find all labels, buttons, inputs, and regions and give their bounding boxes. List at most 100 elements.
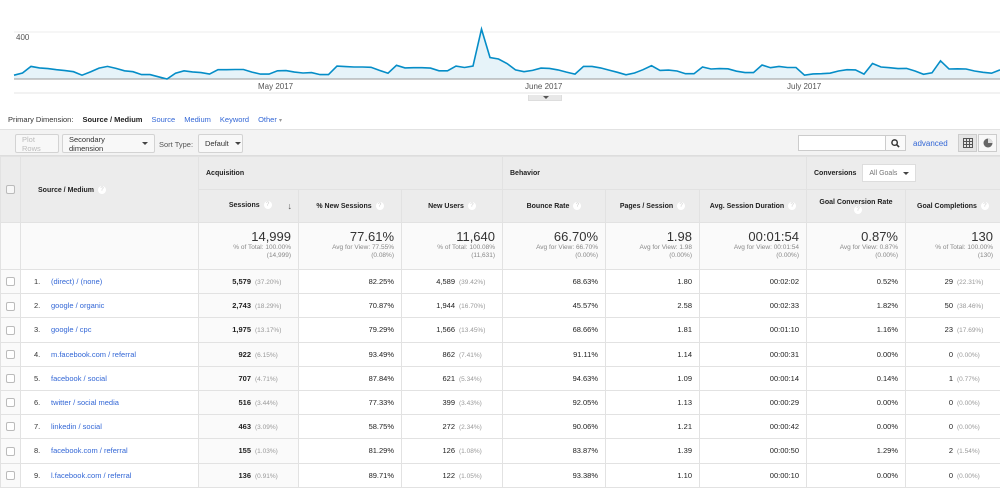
search-icon: [891, 139, 900, 148]
new-users-header-label: New Users: [428, 203, 464, 210]
select-all-checkbox[interactable]: [6, 185, 15, 194]
source-medium-link[interactable]: facebook / social: [51, 374, 107, 383]
new-sessions-value: 79.29%: [369, 325, 394, 334]
avg-session-duration-cell: 00:00:31: [700, 342, 807, 366]
source-medium-link[interactable]: google / cpc: [51, 325, 91, 334]
source-medium-cell: 9.l.facebook.com / referral: [21, 463, 199, 487]
goal-conversion-rate-cell: 0.00%: [807, 390, 906, 414]
avg-session-duration-cell: 00:02:02: [700, 270, 807, 294]
new-users-value: 621: [442, 374, 455, 383]
source-medium-link[interactable]: (direct) / (none): [51, 277, 102, 286]
source-medium-cell: 4.m.facebook.com / referral: [21, 342, 199, 366]
goal-completions-percent: (38.46%): [957, 303, 993, 310]
pages-session-value: 1.14: [677, 350, 692, 359]
plot-rows-button[interactable]: Plot Rows: [15, 134, 59, 153]
totals-checkbox-cell: [1, 223, 21, 270]
help-icon[interactable]: ?: [788, 202, 796, 210]
sort-descending-icon[interactable]: ↓: [288, 201, 293, 211]
new-sessions-cell: 79.29%: [299, 318, 402, 342]
row-checkbox-cell: [1, 415, 21, 439]
new-users-cell: 122(1.05%): [402, 463, 503, 487]
source-medium-link[interactable]: facebook.com / referral: [51, 446, 128, 455]
row-checkbox-cell: [1, 390, 21, 414]
avg-session-duration-cell: 00:00:29: [700, 390, 807, 414]
dimension-keyword-link[interactable]: Keyword: [220, 115, 249, 124]
pages-session-value: 1.39: [677, 446, 692, 455]
new-sessions-cell: 77.33%: [299, 390, 402, 414]
goal-completions-percent: (0.00%): [957, 352, 993, 359]
avg-session-duration-cell: 00:00:14: [700, 366, 807, 390]
report-table: Source / Medium? Acquisition Behavior Co…: [0, 156, 1000, 488]
primary-dimension-bar: Primary Dimension: Source / Medium Sourc…: [8, 115, 282, 124]
row-checkbox[interactable]: [6, 447, 15, 456]
dimension-other-dropdown[interactable]: Other ▾: [258, 115, 282, 124]
row-checkbox[interactable]: [6, 422, 15, 431]
row-index: 6.: [34, 398, 51, 407]
help-icon[interactable]: ?: [468, 202, 476, 210]
source-medium-link[interactable]: m.facebook.com / referral: [51, 350, 136, 359]
pie-view-button[interactable]: [978, 134, 997, 152]
goal-completions-header[interactable]: Goal Completions?: [906, 190, 1000, 223]
total-sessions: 14,999% of Total: 100.00%(14,999): [199, 223, 299, 270]
secondary-dimension-dropdown[interactable]: Secondary dimension: [62, 134, 155, 153]
sessions-header[interactable]: Sessions?↓: [199, 190, 299, 223]
goal-completions-percent: (0.77%): [957, 376, 993, 383]
goal-completions-value: 50: [945, 301, 953, 310]
search-button[interactable]: [886, 135, 906, 151]
behavior-group-header: Behavior: [503, 157, 807, 190]
new-users-cell: 126(1.08%): [402, 439, 503, 463]
source-medium-link[interactable]: twitter / social media: [51, 398, 119, 407]
sessions-value: 136: [238, 471, 251, 480]
table-view-button[interactable]: [958, 134, 977, 152]
new-sessions-cell: 89.71%: [299, 463, 402, 487]
chart-collapse-handle[interactable]: [528, 95, 562, 101]
source-medium-header[interactable]: Source / Medium?: [21, 157, 199, 223]
help-icon[interactable]: ?: [573, 202, 581, 210]
source-medium-link[interactable]: linkedin / social: [51, 422, 102, 431]
help-icon[interactable]: ?: [981, 202, 989, 210]
row-index: 1.: [34, 277, 51, 286]
sort-type-label: Sort Type:: [159, 140, 193, 149]
acquisition-group-header: Acquisition: [199, 157, 503, 190]
row-checkbox[interactable]: [6, 471, 15, 480]
bounce-rate-header[interactable]: Bounce Rate?: [503, 190, 606, 223]
y-axis-tick-400: 400: [16, 33, 29, 42]
sort-type-dropdown[interactable]: Default: [198, 134, 243, 153]
goal-conversion-rate-value: 0.00%: [877, 422, 898, 431]
help-icon[interactable]: ?: [854, 206, 862, 214]
new-users-header[interactable]: New Users?: [402, 190, 503, 223]
total-caption: (14,999): [199, 252, 291, 260]
source-medium-link[interactable]: google / organic: [51, 301, 104, 310]
row-checkbox[interactable]: [6, 277, 15, 286]
goal-conversion-rate-header-label: Goal Conversion Rate: [819, 199, 892, 206]
advanced-filter-link[interactable]: advanced: [913, 139, 948, 148]
dimension-medium-link[interactable]: Medium: [184, 115, 211, 124]
new-sessions-value: 77.33%: [369, 398, 394, 407]
row-checkbox-cell: [1, 318, 21, 342]
avg-session-duration-header[interactable]: Avg. Session Duration?: [700, 190, 807, 223]
help-icon[interactable]: ?: [98, 186, 106, 194]
new-sessions-header[interactable]: % New Sessions?: [299, 190, 402, 223]
total-caption: (0.00%): [606, 252, 692, 260]
help-icon[interactable]: ?: [264, 201, 272, 209]
help-icon[interactable]: ?: [376, 202, 384, 210]
row-checkbox[interactable]: [6, 398, 15, 407]
row-checkbox[interactable]: [6, 326, 15, 335]
row-checkbox[interactable]: [6, 350, 15, 359]
goal-conversion-rate-cell: 0.14%: [807, 366, 906, 390]
source-medium-cell: 1.(direct) / (none): [21, 270, 199, 294]
chevron-down-icon: [142, 142, 148, 145]
dimension-source-link[interactable]: Source: [151, 115, 175, 124]
avg-session-duration-value: 00:00:42: [770, 422, 799, 431]
pie-chart-icon: [983, 138, 993, 148]
row-checkbox[interactable]: [6, 374, 15, 383]
source-medium-link[interactable]: l.facebook.com / referral: [51, 471, 131, 480]
total-value: 11,640: [402, 229, 495, 244]
goals-dropdown[interactable]: All Goals: [862, 164, 916, 182]
pages-session-value: 1.09: [677, 374, 692, 383]
table-search-input[interactable]: [798, 135, 886, 151]
pages-session-header[interactable]: Pages / Session?: [606, 190, 700, 223]
row-checkbox[interactable]: [6, 302, 15, 311]
help-icon[interactable]: ?: [677, 202, 685, 210]
goal-conversion-rate-header[interactable]: Goal Conversion Rate?: [807, 190, 906, 223]
